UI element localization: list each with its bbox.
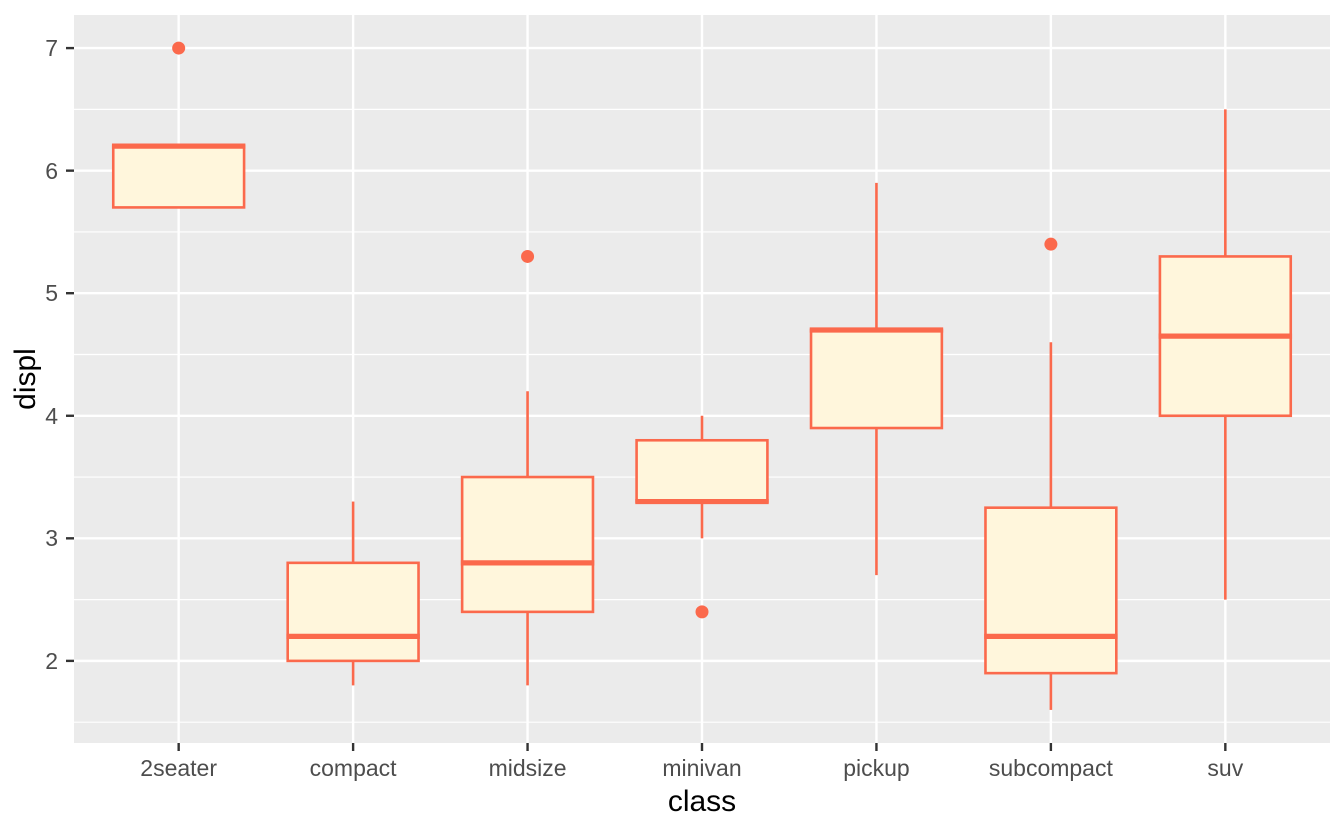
x-tick-label-minivan: minivan: [662, 755, 742, 781]
box-minivan: [635, 438, 769, 503]
box-subcompact: [984, 506, 1118, 675]
x-tick-label-subcompact: subcompact: [988, 755, 1113, 781]
y-tick-label-2: 2: [45, 647, 58, 674]
box-compact: [286, 561, 420, 663]
y-tick-label-4: 4: [45, 402, 58, 429]
outlier-subcompact: [1044, 237, 1058, 251]
x-tick-label-suv: suv: [1207, 755, 1244, 781]
x-axis-title: class: [667, 785, 737, 818]
x-tick-label-compact: compact: [309, 755, 397, 781]
x-tick-label-midsize: midsize: [488, 755, 567, 781]
box-midsize: [460, 475, 595, 614]
box-2seater: [111, 144, 246, 209]
y-tick-label-5: 5: [45, 280, 58, 307]
outlier-2seater: [172, 41, 186, 55]
outlier-midsize: [521, 249, 535, 263]
y-tick-label-6: 6: [45, 157, 58, 184]
y-axis-title: displ: [9, 348, 42, 410]
y-tick-label-7: 7: [45, 35, 58, 62]
outlier-minivan: [695, 605, 709, 619]
x-tick-label-2seater: 2seater: [140, 755, 218, 781]
x-tick-label-pickup: pickup: [843, 755, 910, 781]
y-tick-label-3: 3: [45, 525, 58, 552]
box-pickup: [809, 328, 944, 430]
